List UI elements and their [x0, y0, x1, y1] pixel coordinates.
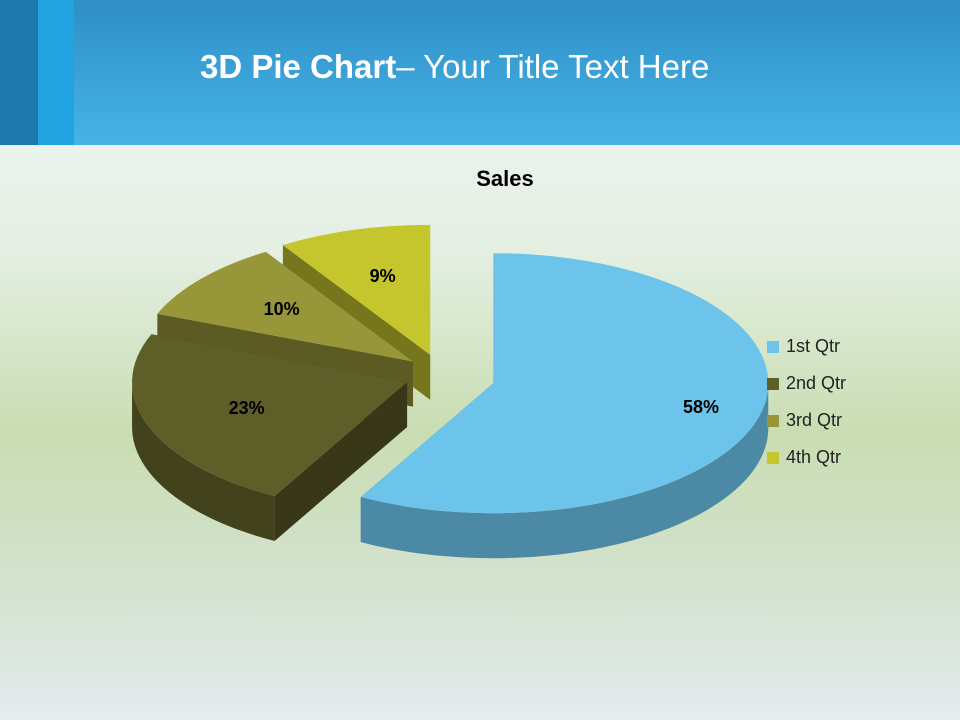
legend-label: 3rd Qtr [786, 410, 842, 430]
slice-wall [132, 382, 275, 542]
legend-label: 1st Qtr [786, 336, 840, 356]
data-label: 23% [229, 398, 265, 418]
header-band [0, 0, 960, 145]
slice-side [274, 382, 408, 542]
header-stripe [0, 0, 38, 145]
slice-wall [360, 383, 769, 559]
title-rest: – Your Title Text Here [396, 48, 710, 85]
pie-slice [360, 253, 769, 514]
legend-swatch [767, 378, 779, 390]
data-label: 10% [264, 299, 300, 319]
pie-slice [282, 224, 431, 355]
legend-swatch [767, 341, 779, 353]
legend-swatch [767, 452, 779, 464]
chart: Sales 58% 23% 10% 9% 1st Qtr 2nd Qtr 3rd Qtr 4t… [132, 166, 846, 559]
slide-title: 3D Pie Chart– Your Title Text Here [200, 48, 709, 86]
data-label: 9% [370, 266, 396, 286]
legend-label: 4th Qtr [786, 447, 841, 467]
data-label: 58% [683, 397, 719, 417]
header-stripe [38, 0, 74, 145]
legend-label: 2nd Qtr [786, 373, 846, 393]
title-bold: 3D Pie Chart [200, 48, 397, 85]
chart-title: Sales [476, 166, 534, 191]
pie-slice [157, 251, 414, 362]
legend-swatch [767, 415, 779, 427]
pie-slice [132, 334, 408, 497]
